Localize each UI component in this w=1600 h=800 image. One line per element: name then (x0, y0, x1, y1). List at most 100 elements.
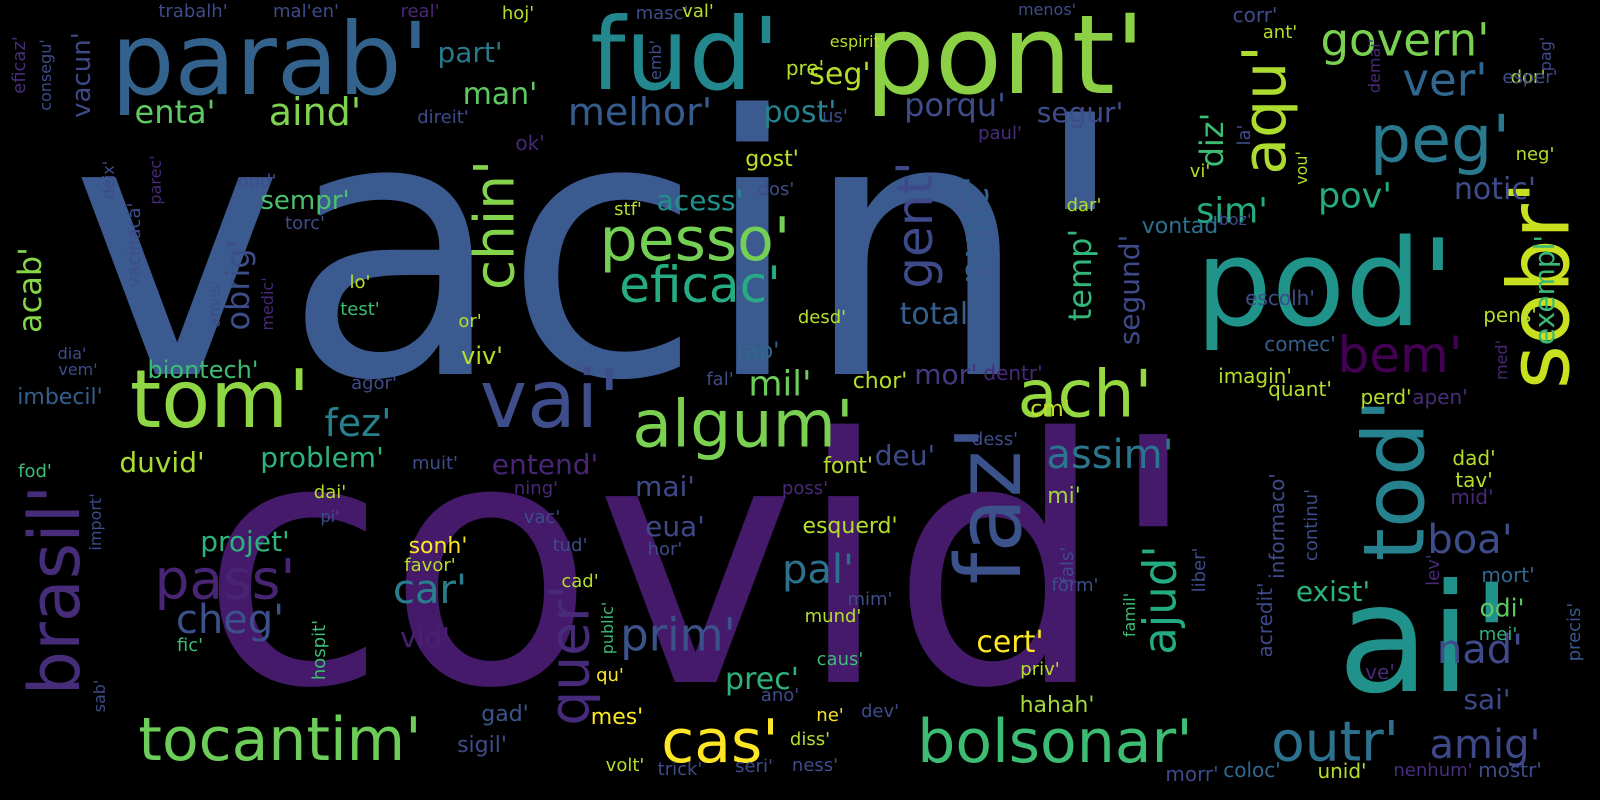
word: duvid' (119, 446, 205, 479)
word: quer' (537, 584, 602, 726)
word: imbecil' (17, 385, 103, 410)
word: mund' (804, 606, 862, 627)
word: ok' (515, 131, 545, 155)
word: sigil' (457, 733, 507, 758)
word: corr' (1232, 3, 1278, 27)
word: torc' (285, 213, 325, 234)
word: pov' (1318, 176, 1392, 217)
word: caus' (816, 649, 864, 670)
word: govern' (1320, 13, 1490, 67)
word: cert' (976, 625, 1044, 660)
word: emb' (646, 40, 665, 80)
word: chin' (462, 159, 527, 291)
word: acess' (656, 184, 744, 217)
word: total' (899, 297, 977, 332)
word: mort' (1481, 563, 1535, 587)
word: esquerd' (802, 514, 898, 539)
word: fud' (590, 0, 780, 113)
word: test' (340, 299, 380, 320)
word: sim' (1196, 191, 1268, 232)
word: melhor' (567, 90, 713, 134)
word: pont' (864, 0, 1146, 119)
word: dentr' (983, 361, 1043, 385)
word: cm' (1030, 397, 1070, 422)
word: ano' (760, 685, 800, 706)
word: projet' (200, 525, 290, 558)
word: dia' (57, 344, 87, 363)
word: algum' (632, 387, 854, 463)
word: nenhum' (1393, 760, 1473, 781)
word: deu' (874, 439, 936, 472)
word: viv' (461, 342, 503, 370)
word: mei' (1478, 624, 1518, 645)
word: dev' (860, 701, 900, 722)
word: ach' (1017, 357, 1153, 433)
word: coloc' (1223, 758, 1281, 782)
word: segur' (1036, 96, 1124, 129)
word: pesso' (599, 205, 791, 275)
word: liber' (1189, 547, 1210, 593)
word: parab' (110, 1, 430, 118)
word: vacin' (70, 40, 1130, 459)
word: muit' (412, 453, 458, 474)
word: bolsonar' (917, 707, 1193, 777)
word: la' (1234, 124, 1255, 146)
word: mil' (748, 364, 812, 405)
word: dess' (971, 429, 1019, 450)
word: med' (1492, 340, 1511, 380)
word: agor' (351, 373, 397, 394)
word: notic' (1453, 172, 1537, 207)
word: ve' (1365, 660, 1395, 684)
word: pens' (1483, 303, 1537, 327)
word: sempr' (260, 186, 350, 216)
word: ond' (237, 171, 277, 192)
word: font' (823, 454, 873, 479)
word: seg' (809, 57, 871, 92)
word: vem' (58, 360, 98, 379)
word: gost' (745, 147, 799, 172)
word: aind' (268, 90, 362, 134)
word: sab' (90, 679, 109, 713)
word: dar' (1066, 195, 1102, 216)
word: mim' (847, 589, 893, 610)
word: poss' (781, 478, 829, 499)
word: eua' (645, 510, 705, 543)
word: fez' (324, 401, 392, 445)
word: pi' (320, 507, 340, 526)
word: masc' (635, 3, 689, 24)
word: pod' (1195, 215, 1455, 354)
word: prim' (620, 608, 736, 662)
word: consegu' (36, 39, 55, 111)
word: val' (682, 1, 714, 22)
word: tud' (552, 535, 588, 556)
word: qu' (596, 665, 624, 686)
word: car' (393, 567, 467, 613)
word: stf' (614, 199, 642, 220)
word: trick' (657, 759, 703, 780)
word: hor' (647, 539, 683, 560)
word: tod' (1345, 398, 1445, 562)
word: demai' (1365, 38, 1384, 94)
word: comec' (1264, 332, 1336, 356)
word: hahah' (1019, 693, 1095, 718)
word: mai' (635, 470, 695, 503)
word: fals' (1057, 546, 1078, 584)
word: ant' (1262, 22, 1298, 43)
word: real' (400, 1, 440, 22)
word: form' (1051, 575, 1099, 596)
word: trabalh' (158, 1, 228, 22)
word: fod' (18, 461, 52, 482)
word: cas' (661, 707, 779, 777)
word: tocantim' (138, 705, 422, 775)
word: biontech' (147, 356, 259, 384)
word: desd' (797, 307, 847, 328)
word: escolh' (1245, 286, 1315, 310)
word: unid' (1317, 759, 1367, 783)
word: gent' (886, 161, 944, 289)
word: prec' (725, 662, 799, 697)
word: vacinaca' (124, 202, 145, 288)
word: eficac' (619, 256, 781, 314)
word: informaco' (1265, 473, 1289, 579)
word: medic' (258, 277, 277, 331)
word: gad' (481, 702, 529, 727)
